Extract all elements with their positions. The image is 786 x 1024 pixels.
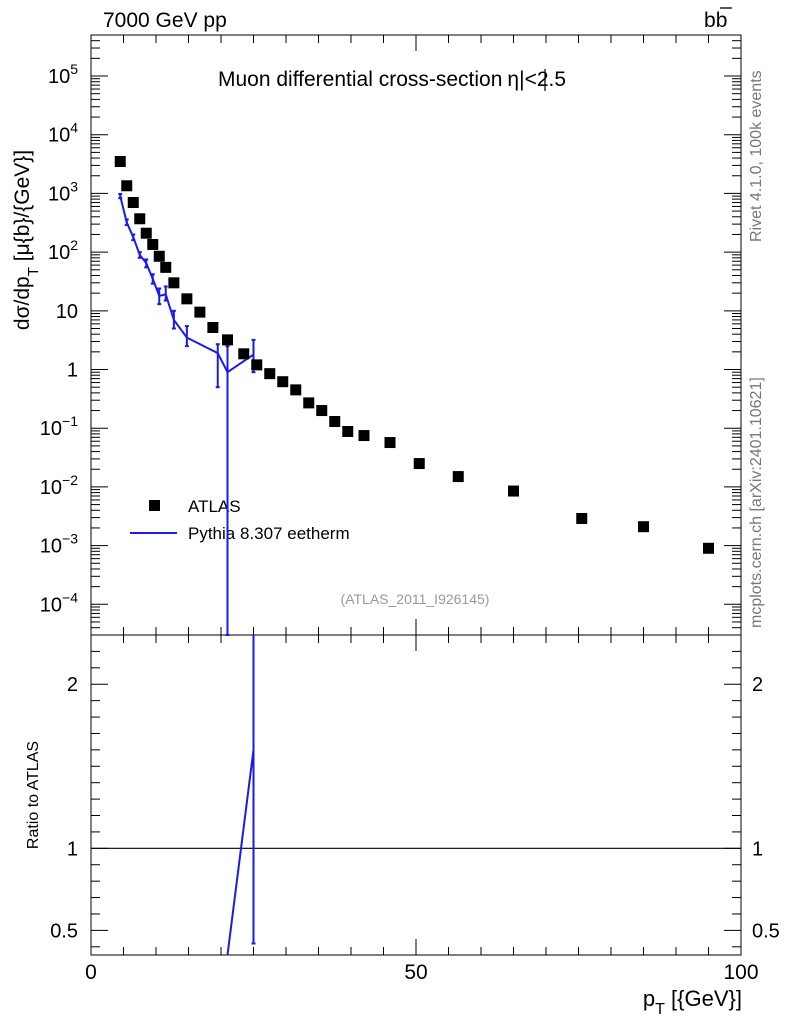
data-layer	[91, 155, 741, 956]
atlas-data-point	[290, 384, 302, 396]
ratio-plot-frame	[90, 634, 742, 956]
plot-title-eta: η	[507, 68, 519, 91]
y-tick-label: 104	[48, 120, 78, 147]
atlas-data-point	[303, 397, 315, 409]
legend-label-pythia: Pythia 8.307 eetherm	[188, 524, 350, 543]
ratio-y-tick-label: 2	[67, 674, 78, 696]
atlas-data-point	[127, 197, 139, 209]
rivet-label: Rivet 4.1.0, 100k events	[748, 70, 765, 242]
ticks-layer: 0 50 10010510410310210110−110−210−310−40.5…	[40, 34, 780, 984]
y-tick-label: 10−3	[40, 531, 78, 558]
atlas-data-point	[114, 155, 126, 167]
atlas-data-point	[121, 180, 133, 192]
x-axis-label: pT [{GeV}]	[643, 986, 742, 1018]
main-plot-frame	[90, 34, 742, 636]
x-axis-label-sub: T	[655, 1001, 665, 1018]
atlas-data-point	[413, 458, 425, 470]
atlas-data-point	[329, 416, 341, 428]
y-tick-label: 102	[48, 237, 78, 264]
energy-label: 7000 GeV pp	[103, 9, 227, 32]
plot-title-suffix: |<2.5	[519, 68, 566, 91]
atlas-data-point	[264, 368, 276, 380]
x-tick-label: 0	[85, 961, 97, 984]
x-axis-label-unit: [{GeV}]	[665, 986, 742, 1011]
ratio-line	[226, 749, 255, 956]
y-tick-label: 10−2	[40, 472, 78, 499]
ratio-y-axis-label: Ratio to ATLAS	[25, 741, 42, 849]
ratio-y-tick-label-right: 2	[752, 674, 763, 696]
atlas-data-point	[140, 227, 152, 239]
y-tick-label: 105	[48, 61, 78, 88]
atlas-data-point	[147, 238, 159, 250]
atlas-data-point	[238, 348, 250, 360]
legend-label-atlas: ATLAS	[188, 497, 241, 516]
atlas-data-point	[134, 213, 146, 225]
x-tick-label: 100	[723, 961, 758, 984]
atlas-data-point	[277, 376, 289, 388]
atlas-data-point	[576, 512, 588, 524]
atlas-data-point	[181, 293, 193, 305]
plot-title: Muon differential cross-section η|<2.5	[218, 68, 566, 91]
atlas-data-point	[160, 261, 172, 273]
atlas-data-point	[251, 359, 263, 371]
main-y-axis-label-sub: T	[25, 267, 42, 276]
atlas-data-point	[452, 471, 464, 483]
main-y-axis-label-unit: [μ{b}/{GeV}]	[11, 150, 34, 267]
process-label-bar: b	[716, 9, 728, 32]
analysis-label: (ATLAS_2011_I926145)	[341, 591, 490, 607]
atlas-data-point	[207, 321, 219, 333]
atlas-data-point	[342, 425, 354, 437]
y-tick-label: 1	[67, 360, 78, 382]
atlas-data-point	[316, 405, 328, 417]
legend-marker-atlas	[149, 500, 160, 511]
ratio-y-tick-label: 1	[67, 838, 78, 860]
y-tick-label: 10	[56, 301, 78, 323]
atlas-data-point	[168, 277, 180, 289]
atlas-data-point	[358, 430, 370, 442]
atlas-data-point	[153, 250, 165, 262]
y-tick-label: 103	[48, 178, 78, 205]
ratio-y-tick-label: 0.5	[50, 920, 78, 942]
atlas-data-point	[638, 521, 649, 533]
atlas-data-point	[703, 542, 714, 554]
atlas-data-point	[384, 437, 396, 449]
atlas-data-point	[222, 334, 233, 346]
x-tick-label: 50	[404, 961, 427, 984]
atlas-data-point	[194, 306, 206, 318]
y-tick-label: 10−4	[40, 589, 78, 616]
y-tick-label: 10−1	[40, 413, 78, 440]
process-label: bb	[704, 9, 727, 32]
ratio-y-tick-label-right: 0.5	[752, 920, 780, 942]
main-y-axis-label: dσ/dpT [μ{b}/{GeV}]	[11, 150, 42, 330]
mcplots-label: mcplots.cern.ch [arXiv:2401.10621]	[748, 377, 765, 628]
atlas-data-point	[508, 485, 519, 497]
ratio-y-tick-label-right: 1	[752, 838, 763, 860]
